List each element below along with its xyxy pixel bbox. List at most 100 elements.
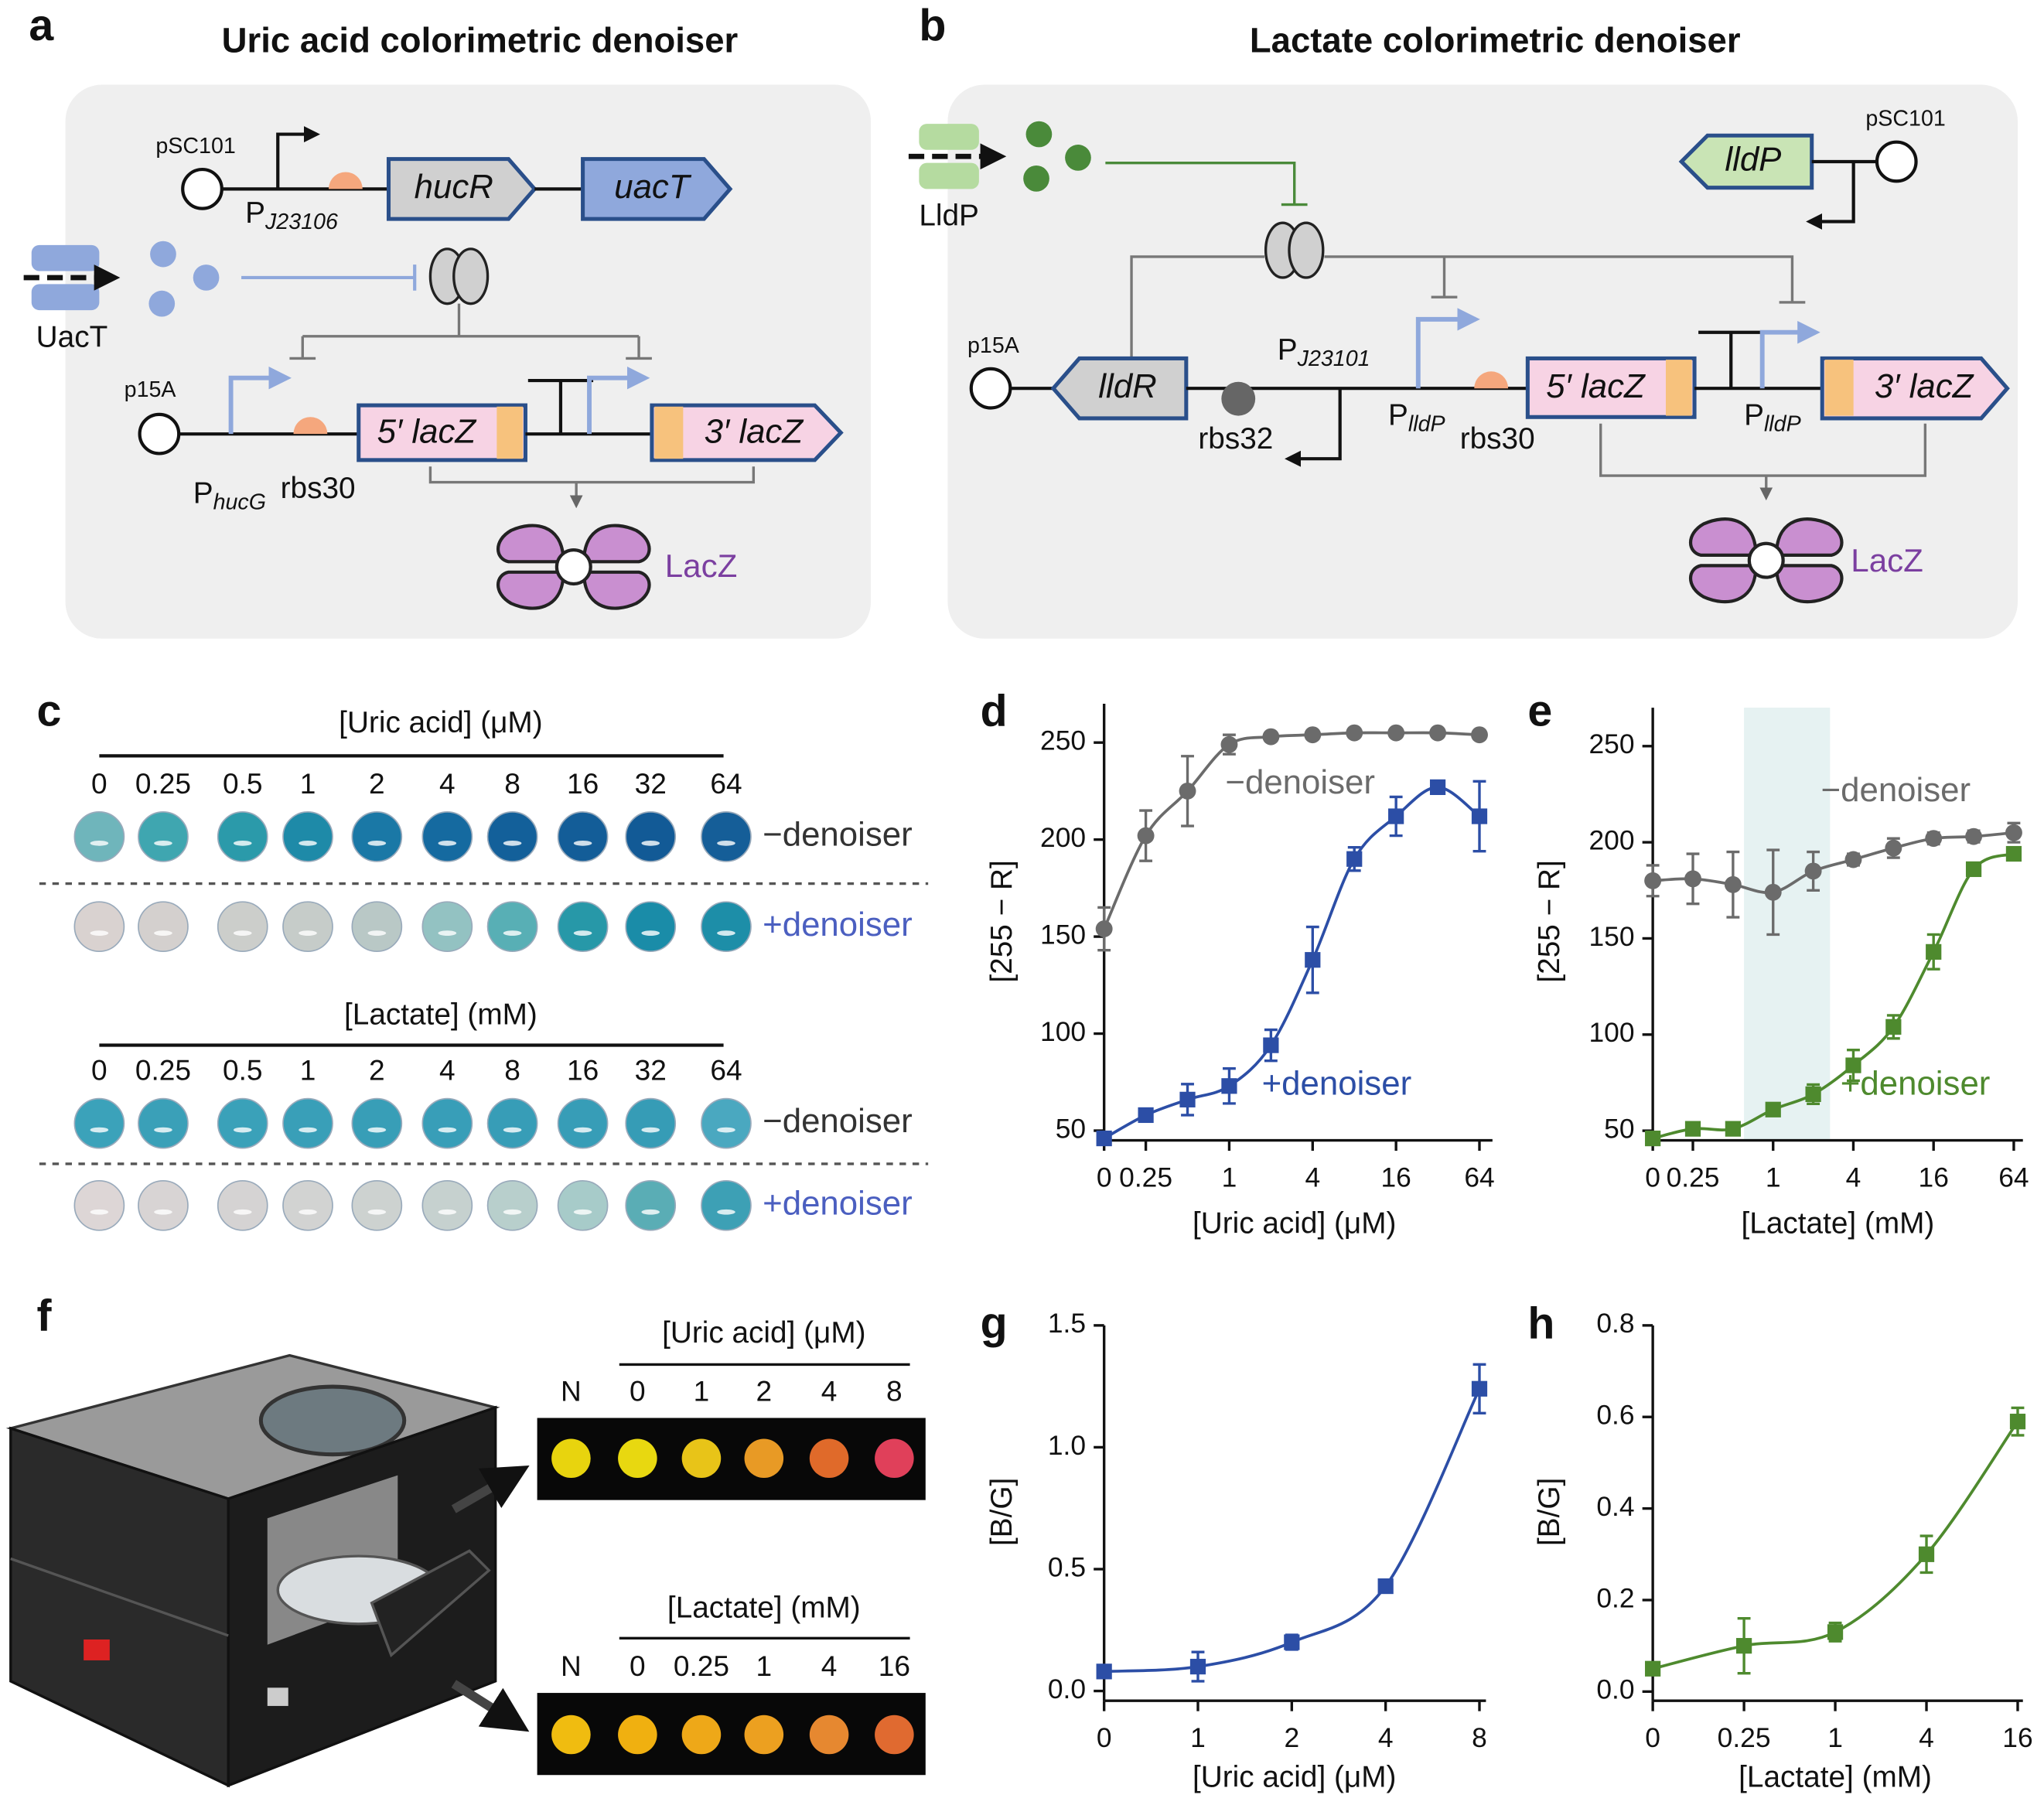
marker — [1429, 724, 1447, 742]
assay-title: [Uric acid] (μM) — [662, 1316, 865, 1349]
series-label: −denoiser — [1821, 771, 1971, 809]
protein-label: LacZ — [665, 548, 738, 584]
plasmid-label: pSC101 — [1865, 107, 1945, 131]
marker — [1388, 808, 1404, 824]
marker — [1263, 1037, 1279, 1053]
row-label: +denoiser — [763, 906, 913, 943]
plasmid-label: p15A — [125, 377, 177, 402]
concentration-label: 0.5 — [223, 1054, 263, 1087]
well-spot — [551, 1438, 591, 1479]
concentration-label: 0.25 — [135, 1054, 191, 1087]
droplet-highlight — [438, 840, 457, 846]
droplet-highlight — [233, 1127, 252, 1133]
assay-title: [Lactate] (mM) — [667, 1591, 861, 1624]
molecule — [193, 264, 220, 291]
well-label: N — [561, 1374, 582, 1407]
droplet-highlight — [717, 930, 735, 936]
marker — [1429, 779, 1446, 796]
device-window — [258, 1384, 407, 1457]
panel-label: h — [1527, 1299, 1554, 1349]
well-spot — [618, 1715, 657, 1755]
droplet — [282, 811, 333, 862]
marker — [1804, 862, 1822, 880]
marker — [1189, 1658, 1206, 1675]
rbs — [1474, 371, 1509, 389]
droplet — [138, 811, 189, 862]
panel-bg — [947, 84, 2018, 639]
droplet-highlight — [503, 840, 522, 846]
panel-bg — [65, 84, 872, 639]
gene-label: lldR — [1098, 367, 1156, 405]
y-tick-label: 0.4 — [1596, 1492, 1634, 1522]
gene-label: 5′ lacZ — [1546, 367, 1646, 405]
droplet — [486, 811, 538, 862]
x-tick-label: 16 — [2002, 1723, 2032, 1753]
device-seam — [10, 1557, 229, 1637]
repression-lines — [1130, 255, 1806, 359]
droplet — [351, 811, 403, 862]
droplet-highlight — [573, 930, 592, 936]
panel-label: b — [919, 1, 946, 50]
droplet — [73, 1179, 125, 1231]
transporter — [919, 124, 979, 150]
droplet-highlight — [90, 1209, 109, 1215]
well-label: 0 — [630, 1650, 646, 1682]
x-axis-label: [Uric acid] (μM) — [1193, 1761, 1396, 1794]
marker — [1387, 724, 1405, 742]
repressor — [452, 247, 490, 305]
marker — [1137, 827, 1155, 844]
promoter — [228, 366, 292, 435]
marker — [1471, 808, 1488, 824]
marker — [1304, 726, 1322, 744]
rbs-label: rbs30 — [1460, 422, 1535, 456]
droplet — [557, 811, 609, 862]
transporter-label: UacT — [36, 320, 108, 353]
droplet-highlight — [573, 1209, 592, 1215]
y-axis-label: [B/G] — [1533, 1478, 1566, 1546]
well-spot — [744, 1715, 784, 1755]
promoter — [587, 366, 650, 435]
concentration-label: 16 — [567, 767, 599, 800]
droplet — [73, 901, 125, 953]
y-tick-label: 50 — [1056, 1114, 1086, 1144]
marker — [1764, 883, 1782, 901]
switch — [84, 1639, 110, 1660]
x-tick-label: 16 — [1380, 1162, 1411, 1193]
droplet — [351, 1179, 403, 1231]
assay-title: [Lactate] (mM) — [344, 998, 537, 1032]
promoter-label: PJ23101 — [1278, 333, 1370, 370]
y-tick-label: 100 — [1040, 1017, 1086, 1047]
droplet-highlight — [233, 1209, 252, 1215]
row-label: +denoiser — [763, 1184, 913, 1222]
droplet-highlight — [90, 1127, 109, 1133]
fit-curve — [1653, 831, 2015, 895]
marker — [1284, 1634, 1300, 1650]
molecule — [1025, 121, 1053, 148]
droplet — [217, 901, 268, 953]
droplet — [421, 1179, 473, 1231]
series-label: +denoiser — [1841, 1064, 1991, 1102]
promoter-label: PJ23106 — [245, 196, 338, 234]
droplet-highlight — [573, 1127, 592, 1133]
panel-label: g — [981, 1299, 1008, 1349]
promoter-sub: lldP — [1764, 411, 1801, 436]
droplet — [701, 811, 752, 862]
rbs — [328, 172, 363, 189]
marker — [1684, 1121, 1701, 1137]
molecule — [148, 290, 176, 317]
promoter-sub: J23101 — [1297, 346, 1370, 371]
y-tick-label: 50 — [1604, 1114, 1634, 1144]
panel-label: c — [36, 687, 61, 736]
concentration-label: 8 — [504, 1054, 520, 1087]
marker — [1644, 872, 1662, 889]
plasmid — [181, 167, 224, 210]
marker — [1471, 1380, 1488, 1397]
y-tick-label: 150 — [1040, 920, 1086, 950]
x-tick-label: 64 — [1464, 1162, 1494, 1193]
concentration-label: 16 — [567, 1054, 599, 1087]
x-tick-label: 1 — [1827, 1723, 1843, 1753]
gene-part — [496, 406, 524, 459]
promoter-main: P — [245, 196, 265, 230]
concentration-label: 1 — [300, 767, 316, 800]
y-axis-label: [255 − R] — [985, 860, 1019, 982]
